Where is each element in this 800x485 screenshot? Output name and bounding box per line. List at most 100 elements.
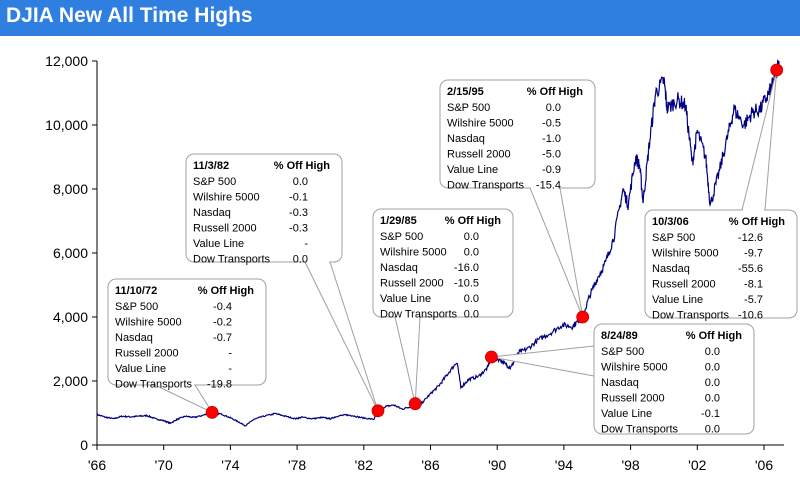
callout-index-name: Dow Transports — [601, 424, 679, 436]
callout-header: % Off High — [198, 285, 254, 297]
callout-pct-value: -0.1 — [289, 192, 308, 204]
callout-pct-value: -0.4 — [213, 301, 232, 313]
callout-pct-value: 0.0 — [705, 346, 720, 358]
callout-index-name: Russell 2000 — [447, 149, 511, 161]
callout-date: 2/15/95 — [447, 86, 484, 98]
y-tick-label: 6,000 — [53, 245, 88, 261]
djia-chart: 0 2,000 4,000 6,000 8,000 10,000 12,000 '66 '70 '… — [45, 53, 798, 473]
callout-pct-value: -0.3 — [289, 207, 308, 219]
callout-pct-value: -10.6 — [738, 310, 763, 322]
callout-pct-value: 0.0 — [464, 293, 479, 305]
callout-index-name: Wilshire 5000 — [652, 248, 719, 260]
y-tick-label: 2,000 — [53, 373, 88, 389]
high-marker — [205, 405, 219, 419]
x-tick-label: '70 — [155, 457, 173, 473]
callout-date: 11/3/82 — [193, 160, 229, 172]
callout-c89: 8/24/89 % Off High S&P 500 0.0 Wilshire 5000… — [491, 323, 755, 436]
callout-pct-value: -12.6 — [738, 232, 763, 244]
x-tick-label: '94 — [555, 457, 573, 473]
callout-index-name: Dow Transports — [652, 310, 730, 322]
callout-date: 8/24/89 — [601, 330, 638, 342]
callout-c72: 11/10/72 % Off High S&P 500 -0.4 Wilshire 50… — [107, 278, 267, 414]
callout-pct-value: - — [304, 238, 308, 250]
callout-index-name: Dow Transports — [447, 180, 525, 192]
axes: 0 2,000 4,000 6,000 8,000 10,000 12,000 '66 '70 '… — [45, 53, 784, 473]
callout-index-name: Dow Transports — [380, 309, 458, 321]
y-tick-label: 0 — [80, 437, 88, 453]
x-tick-label: '82 — [355, 457, 373, 473]
callout-index-name: Wilshire 5000 — [380, 247, 447, 259]
callout-date: 10/3/06 — [652, 216, 689, 228]
callout-header: % Off High — [274, 160, 330, 172]
callout-index-name: Russell 2000 — [601, 393, 665, 405]
callout-c95: 2/15/95 % Off High S&P 500 0.0 Wilshire 5000… — [439, 79, 596, 318]
callout-header: % Off High — [729, 216, 785, 228]
callout-index-name: Wilshire 5000 — [193, 192, 260, 204]
callout-pct-value: 0.0 — [464, 247, 479, 259]
callout-pct-value: -9.7 — [744, 248, 763, 260]
callout-pct-value: -0.7 — [213, 332, 232, 344]
callout-pct-value: -15.4 — [536, 180, 561, 192]
callout-index-name: S&P 500 — [601, 346, 644, 358]
callout-pct-value: 0.0 — [464, 231, 479, 243]
x-tick-label: '02 — [688, 457, 706, 473]
x-tick-label: '06 — [755, 457, 773, 473]
callout-pct-value: 0.0 — [705, 424, 720, 436]
callout-pct-value: 0.0 — [293, 176, 308, 188]
callout-index-name: Wilshire 5000 — [601, 362, 668, 374]
callout-pct-value: -10.5 — [454, 278, 479, 290]
callout-index-name: Wilshire 5000 — [115, 317, 182, 329]
callout-pct-value: -16.0 — [454, 262, 479, 274]
callout-index-name: Russell 2000 — [652, 279, 716, 291]
callout-index-name: Value Line — [652, 294, 703, 306]
callout-index-name: Value Line — [447, 164, 498, 176]
callout-pct-value: 0.0 — [705, 393, 720, 405]
callout-index-name: S&P 500 — [115, 301, 158, 313]
callout-pointer — [491, 345, 595, 377]
callout-pct-value: - — [228, 363, 232, 375]
callout-index-name: Value Line — [193, 238, 244, 250]
high-marker — [484, 350, 498, 364]
callout-date: 11/10/72 — [115, 285, 157, 297]
callout-index-name: Dow Transports — [193, 254, 271, 266]
y-tick-label: 10,000 — [45, 117, 88, 133]
x-tick-label: '66 — [88, 457, 106, 473]
callout-c85: 1/29/85 % Off High S&P 500 0.0 Wilshire 5000… — [372, 208, 514, 404]
callout-box — [644, 209, 798, 319]
callout-index-name: Nasdaq — [652, 263, 690, 275]
x-tick-label: '98 — [621, 457, 639, 473]
callout-pointer — [529, 187, 584, 318]
callout-pct-value: 0.0 — [293, 254, 308, 266]
callout-pct-value: -5.7 — [744, 294, 763, 306]
callout-seam — [156, 383, 194, 386]
high-marker — [770, 63, 784, 77]
callout-seam — [396, 315, 419, 318]
callout-pct-value: 0.0 — [705, 377, 720, 389]
x-tick-label: '90 — [488, 457, 506, 473]
callout-index-name: Value Line — [601, 408, 652, 420]
y-tick-label: 4,000 — [53, 309, 88, 325]
callout-pct-value: -0.9 — [542, 164, 561, 176]
callout-pointer — [304, 261, 379, 412]
high-marker — [371, 404, 385, 418]
callout-header: % Off High — [445, 215, 501, 227]
callouts-layer: 11/10/72 % Off High S&P 500 -0.4 Wilshire 50… — [107, 69, 798, 436]
callout-pct-value: 0.0 — [464, 309, 479, 321]
chart-title: DJIA New All Time Highs — [6, 4, 253, 27]
x-tick-label: '74 — [221, 457, 239, 473]
x-tick-label: '78 — [288, 457, 306, 473]
title-bar: DJIA New All Time Highs — [0, 0, 800, 36]
callout-c82: 11/3/82 % Off High S&P 500 0.0 Wilshire 5000… — [185, 153, 379, 412]
callout-index-name: Value Line — [380, 293, 431, 305]
callout-pct-value: -0.3 — [289, 223, 308, 235]
callout-index-name: Nasdaq — [115, 332, 153, 344]
callout-index-name: S&P 500 — [652, 232, 695, 244]
callout-pct-value: 0.0 — [546, 102, 561, 114]
callout-index-name: Dow Transports — [115, 379, 193, 391]
callout-pct-value: -0.5 — [542, 118, 561, 130]
callout-index-name: S&P 500 — [193, 176, 236, 188]
callout-seam — [743, 208, 764, 211]
callout-seam — [306, 260, 329, 263]
callout-index-name: Russell 2000 — [115, 348, 179, 360]
callout-box — [593, 323, 755, 435]
